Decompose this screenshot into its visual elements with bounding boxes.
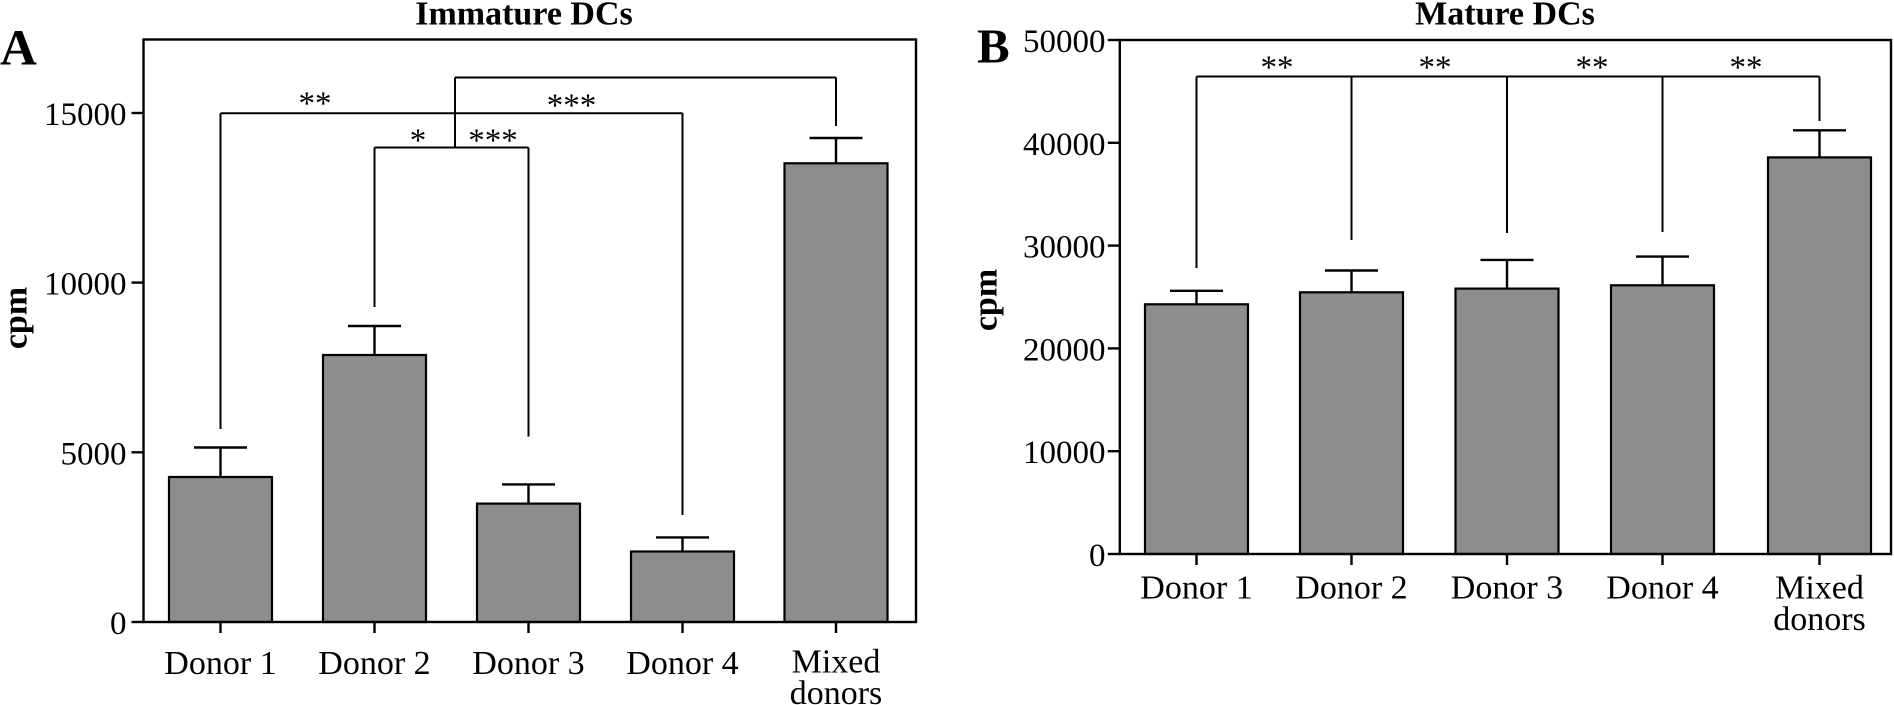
svg-text:Mature DCs: Mature DCs: [1415, 0, 1595, 33]
svg-text:10000: 10000: [1023, 435, 1106, 471]
svg-text:Donor 3: Donor 3: [1451, 570, 1563, 607]
svg-text:Donor 2: Donor 2: [1295, 570, 1407, 607]
svg-text:0: 0: [1089, 538, 1106, 574]
svg-text:donors: donors: [790, 675, 883, 705]
svg-text:10000: 10000: [44, 267, 127, 303]
svg-text:Donor 1: Donor 1: [164, 645, 276, 682]
svg-text:30000: 30000: [1023, 230, 1106, 266]
svg-text:**: **: [1576, 50, 1609, 86]
svg-text:*: *: [410, 123, 427, 159]
svg-text:Mixed: Mixed: [1775, 570, 1864, 607]
svg-text:Mixed: Mixed: [792, 644, 881, 681]
svg-text:15000: 15000: [44, 97, 127, 133]
svg-text:Immature DCs: Immature DCs: [415, 0, 633, 33]
svg-text:B: B: [977, 19, 1010, 74]
svg-text:***: ***: [547, 88, 597, 124]
svg-text:20000: 20000: [1023, 332, 1106, 368]
svg-text:**: **: [1261, 50, 1294, 86]
svg-text:**: **: [1730, 50, 1763, 86]
svg-text:Donor 4: Donor 4: [626, 645, 738, 682]
svg-text:Donor 3: Donor 3: [472, 645, 584, 682]
svg-text:**: **: [1419, 50, 1452, 86]
svg-text:**: **: [299, 86, 332, 122]
svg-text:5000: 5000: [61, 436, 127, 472]
svg-text:0: 0: [110, 606, 127, 642]
svg-text:Donor 1: Donor 1: [1140, 570, 1252, 607]
svg-text:Donor 4: Donor 4: [1606, 570, 1718, 607]
svg-text:Donor 2: Donor 2: [318, 645, 430, 682]
svg-text:donors: donors: [1773, 601, 1866, 638]
svg-text:A: A: [0, 21, 37, 77]
svg-text:***: ***: [468, 123, 518, 159]
svg-text:50000: 50000: [1023, 24, 1106, 60]
svg-text:cpm: cpm: [968, 269, 1005, 331]
svg-text:40000: 40000: [1023, 127, 1106, 163]
svg-text:cpm: cpm: [0, 287, 35, 349]
